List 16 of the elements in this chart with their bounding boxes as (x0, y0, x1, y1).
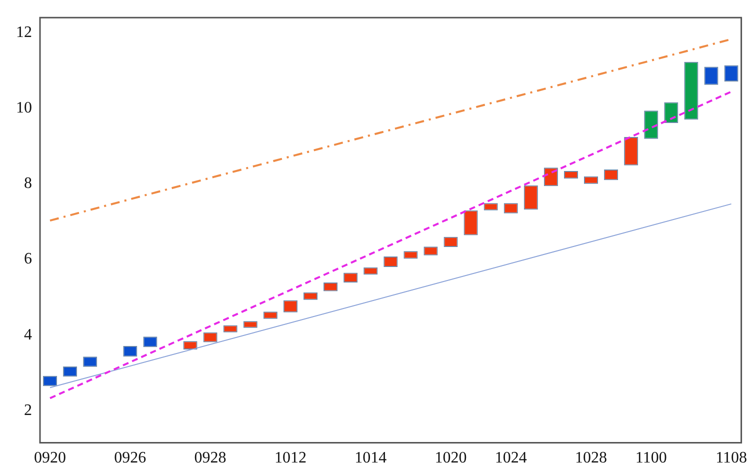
y-tick-label: 8 (24, 175, 32, 192)
x-tick-label: 1100 (635, 450, 667, 467)
y-tick-label: 4 (24, 326, 32, 344)
x-tick-label: 0928 (194, 450, 226, 467)
y-tick-label: 2 (24, 402, 32, 419)
x-tick-label: 1014 (354, 450, 387, 467)
x-tick-label: 0926 (114, 450, 146, 467)
x-tick-label: 1020 (434, 450, 467, 467)
x-tick-label: 1108 (716, 450, 747, 467)
y-tick-label: 6 (24, 250, 32, 268)
y-tick-label: 12 (16, 24, 32, 41)
x-tick-label: 0920 (34, 450, 66, 467)
x-tick-label: 1028 (575, 450, 608, 467)
x-tick-label: 1024 (494, 450, 527, 467)
x-tick-label: 1012 (274, 450, 306, 467)
y-tick-label: 10 (16, 100, 32, 117)
